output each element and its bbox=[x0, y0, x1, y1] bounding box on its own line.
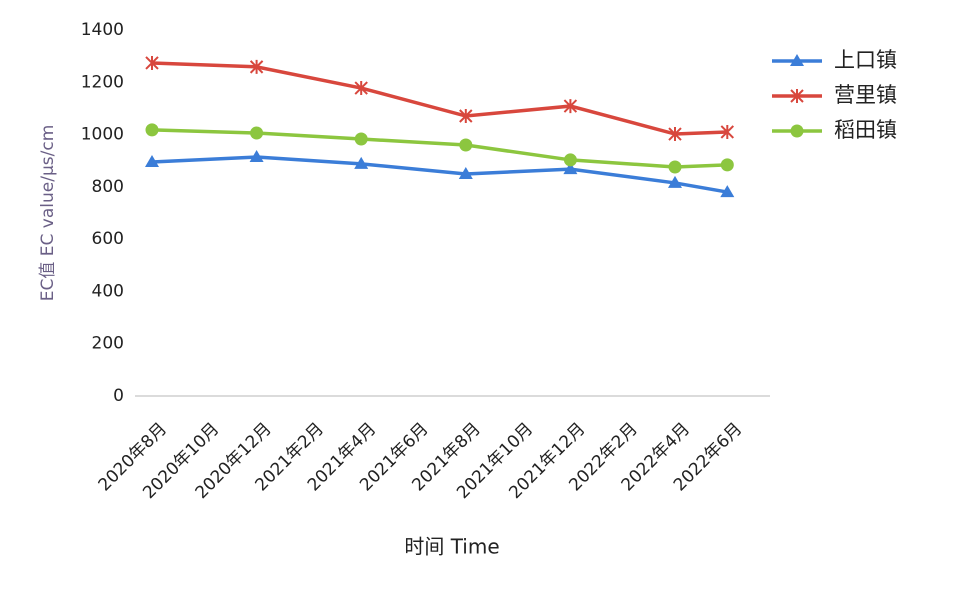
legend-label: 营里镇 bbox=[834, 83, 897, 107]
y-tick-label: 800 bbox=[92, 177, 124, 197]
point-marker bbox=[249, 150, 264, 163]
point-marker bbox=[563, 153, 577, 167]
series-line bbox=[151, 61, 728, 136]
point-marker bbox=[668, 127, 682, 142]
x-axis-title: 时间 Time bbox=[404, 535, 499, 559]
point-marker bbox=[668, 160, 682, 174]
point-marker bbox=[458, 167, 473, 180]
y-tick-label: 600 bbox=[92, 229, 124, 249]
point-marker bbox=[145, 123, 159, 137]
point-marker bbox=[145, 155, 159, 168]
point-marker bbox=[249, 59, 264, 74]
point-marker bbox=[720, 124, 735, 139]
point-marker bbox=[354, 81, 368, 96]
point-marker bbox=[354, 132, 368, 146]
point-marker bbox=[563, 162, 578, 175]
series-line bbox=[151, 155, 728, 194]
point-marker bbox=[790, 124, 804, 138]
series-line bbox=[151, 128, 728, 169]
y-tick-label: 0 bbox=[113, 386, 124, 406]
y-tick-label: 1400 bbox=[81, 20, 124, 40]
point-marker bbox=[459, 109, 473, 124]
y-tick-label: 1200 bbox=[81, 72, 124, 92]
y-tick-label: 200 bbox=[92, 334, 124, 354]
point-marker bbox=[790, 54, 804, 66]
point-marker bbox=[459, 138, 473, 152]
y-axis-title: EC值 EC value/μs/cm bbox=[38, 125, 58, 302]
y-tick-label: 1000 bbox=[81, 125, 124, 145]
point-marker bbox=[250, 126, 264, 140]
point-marker bbox=[145, 55, 159, 70]
point-marker bbox=[563, 99, 578, 114]
point-marker bbox=[668, 175, 682, 188]
point-marker bbox=[790, 89, 804, 103]
point-marker bbox=[720, 158, 734, 172]
legend-label: 上口镇 bbox=[834, 48, 897, 72]
legend-label: 稻田镇 bbox=[834, 118, 897, 142]
point-marker bbox=[720, 185, 735, 198]
point-marker bbox=[354, 156, 369, 169]
y-tick-label: 400 bbox=[92, 281, 124, 301]
